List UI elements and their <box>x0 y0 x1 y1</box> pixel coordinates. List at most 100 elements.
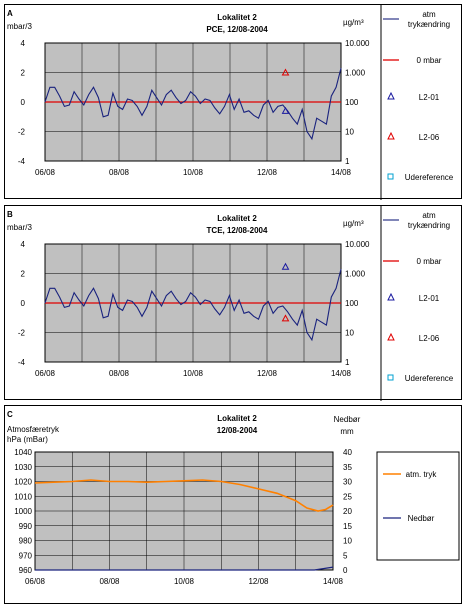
pressure-ytick-right: 40 <box>343 448 352 457</box>
pce-ylabel-left: mbar/3 <box>7 22 32 31</box>
pressure-ytick-left: 960 <box>19 566 33 575</box>
pressure-xtick: 10/08 <box>174 577 195 586</box>
tce-legend-ude-label: Udereference <box>405 374 454 383</box>
tce-legend-ude-swatch <box>387 374 394 381</box>
tce-ytick-right: 10 <box>345 329 354 338</box>
tce-ytick-left: -2 <box>18 329 26 338</box>
pressure-chart-svg: 1040103010201010100099098097096040353025… <box>7 410 460 586</box>
tce-legend-l201-swatch <box>387 292 395 301</box>
pressure-ytick-right: 20 <box>343 507 352 516</box>
pressure-xtick: 14/08 <box>323 577 344 586</box>
pce-ytick-right: 10 <box>345 128 354 137</box>
pce-ytick-right: 10.000 <box>345 39 370 48</box>
pressure-legend-rain-label: Nedbør <box>408 514 435 523</box>
tce-legend-atm-label-1: atm <box>422 211 436 220</box>
pce-ytick-right: 1 <box>345 157 350 166</box>
pressure-xtick: 06/08 <box>25 577 46 586</box>
tce-chart-svg: 4 2 0 -2 -4 10.000 1.000 100 10 1 06/08 08/08 10/08 1… <box>7 206 454 401</box>
pce-marker-l2-01 <box>281 106 290 114</box>
tce-legend-zero-label: 0 mbar <box>417 257 442 266</box>
pce-xtick: 10/08 <box>183 168 204 177</box>
pce-ytick-right: 1.000 <box>345 69 366 78</box>
pressure-ytick-left: 970 <box>19 551 33 560</box>
pce-panel-label: A <box>7 9 13 18</box>
pressure-title: Lokalitet 2 <box>217 414 257 423</box>
pressure-subtitle: 12/08-2004 <box>217 426 258 435</box>
pressure-ytick-right: 25 <box>343 492 352 501</box>
pressure-ytick-right: 0 <box>343 566 348 575</box>
pressure-ylabel-right-line1: Nedbør <box>334 415 361 424</box>
tce-xtick: 14/08 <box>331 369 352 378</box>
pce-xtick: 12/08 <box>257 168 278 177</box>
tce-legend-l201-label: L2-01 <box>419 294 440 303</box>
pce-xtick: 14/08 <box>331 168 352 177</box>
pce-title: Lokalitet 2 <box>217 13 257 22</box>
tce-panel-label: B <box>7 210 13 219</box>
pressure-atm-tryk-line <box>34 479 334 512</box>
tce-xtick: 12/08 <box>257 369 278 378</box>
pressure-ytick-left: 1020 <box>14 478 32 487</box>
pressure-ytick-right: 10 <box>343 537 352 546</box>
tce-ylabel-left: mbar/3 <box>7 223 32 232</box>
pce-legend-ude-swatch <box>387 173 394 180</box>
pce-pressure-change-line <box>44 67 342 141</box>
tce-xtick: 10/08 <box>183 369 204 378</box>
tce-ytick-right: 1.000 <box>345 270 366 279</box>
pce-legend-atm-label-2: trykændring <box>408 20 450 29</box>
pressure-ytick-right: 15 <box>343 522 352 531</box>
pressure-ylabel-left-line2: hPa (mBar) <box>7 435 48 444</box>
chart-panel-tce: 4 2 0 -2 -4 10.000 1.000 100 10 1 06/08 08/08 10/08 1… <box>4 205 462 401</box>
pressure-ytick-left: 1040 <box>14 448 32 457</box>
pce-legend-l201-swatch <box>387 91 395 100</box>
pressure-panel-label: C <box>7 410 13 419</box>
pce-ytick-right: 100 <box>345 98 359 107</box>
pce-ytick-left: 4 <box>21 39 26 48</box>
pce-subtitle: PCE, 12/08-2004 <box>206 25 268 34</box>
pressure-ytick-left: 1010 <box>14 492 32 501</box>
tce-ytick-right: 10.000 <box>345 240 370 249</box>
tce-ytick-left: 0 <box>21 299 26 308</box>
pce-legend-l206-label: L2-06 <box>419 133 440 142</box>
tce-marker-l2-01 <box>281 262 290 270</box>
tce-ytick-right: 1 <box>345 358 350 367</box>
pce-ytick-left: -2 <box>18 128 26 137</box>
pressure-legend-box <box>376 451 460 561</box>
tce-xtick: 08/08 <box>109 369 130 378</box>
tce-marker-l2-06 <box>281 314 290 322</box>
chart-panel-pce: 4 2 0 -2 -4 10.000 1.000 100 10 1 06/08 08/08 10/08 1… <box>4 4 462 200</box>
pressure-nedboer-line <box>35 566 334 571</box>
pressure-legend-atm-label: atm. tryk <box>406 470 438 479</box>
pce-legend-atm-label-1: atm <box>422 10 436 19</box>
tce-ytick-right: 100 <box>345 299 359 308</box>
tce-legend-atm-label-2: trykændring <box>408 221 450 230</box>
pressure-ylabel-right-line2: mm <box>340 427 354 436</box>
pressure-ytick-left: 1000 <box>14 507 32 516</box>
tce-legend-l206-swatch <box>387 332 395 341</box>
tce-ytick-left: 4 <box>21 240 26 249</box>
pressure-ylabel-left-line1: Atmosfæretryk <box>7 425 60 434</box>
tce-xtick: 06/08 <box>35 369 56 378</box>
tce-ytick-left: -4 <box>18 358 26 367</box>
pce-ytick-left: 0 <box>21 98 26 107</box>
pce-ytick-left: 2 <box>21 69 26 78</box>
pce-legend-zero-label: 0 mbar <box>417 56 442 65</box>
tce-title: Lokalitet 2 <box>217 214 257 223</box>
pressure-xtick: 12/08 <box>248 577 269 586</box>
pce-marker-l2-06 <box>281 68 290 76</box>
pressure-xtick: 08/08 <box>99 577 120 586</box>
tce-legend-l206-label: L2-06 <box>419 334 440 343</box>
pce-ytick-left: -4 <box>18 157 26 166</box>
tce-ytick-left: 2 <box>21 270 26 279</box>
pce-legend-ude-label: Udereference <box>405 173 454 182</box>
pressure-ytick-right: 35 <box>343 463 352 472</box>
tce-ylabel-right: µg/m³ <box>343 219 364 228</box>
pce-xtick: 06/08 <box>35 168 56 177</box>
pce-chart-svg: 4 2 0 -2 -4 10.000 1.000 100 10 1 06/08 08/08 10/08 1… <box>7 5 454 200</box>
pce-xtick: 08/08 <box>109 168 130 177</box>
pressure-ytick-right: 30 <box>343 478 352 487</box>
tce-pressure-change-line <box>44 268 342 342</box>
pressure-ytick-left: 1030 <box>14 463 32 472</box>
pressure-ytick-left: 980 <box>19 537 33 546</box>
pce-legend-l201-label: L2-01 <box>419 93 440 102</box>
pce-ylabel-right: µg/m³ <box>343 18 364 27</box>
